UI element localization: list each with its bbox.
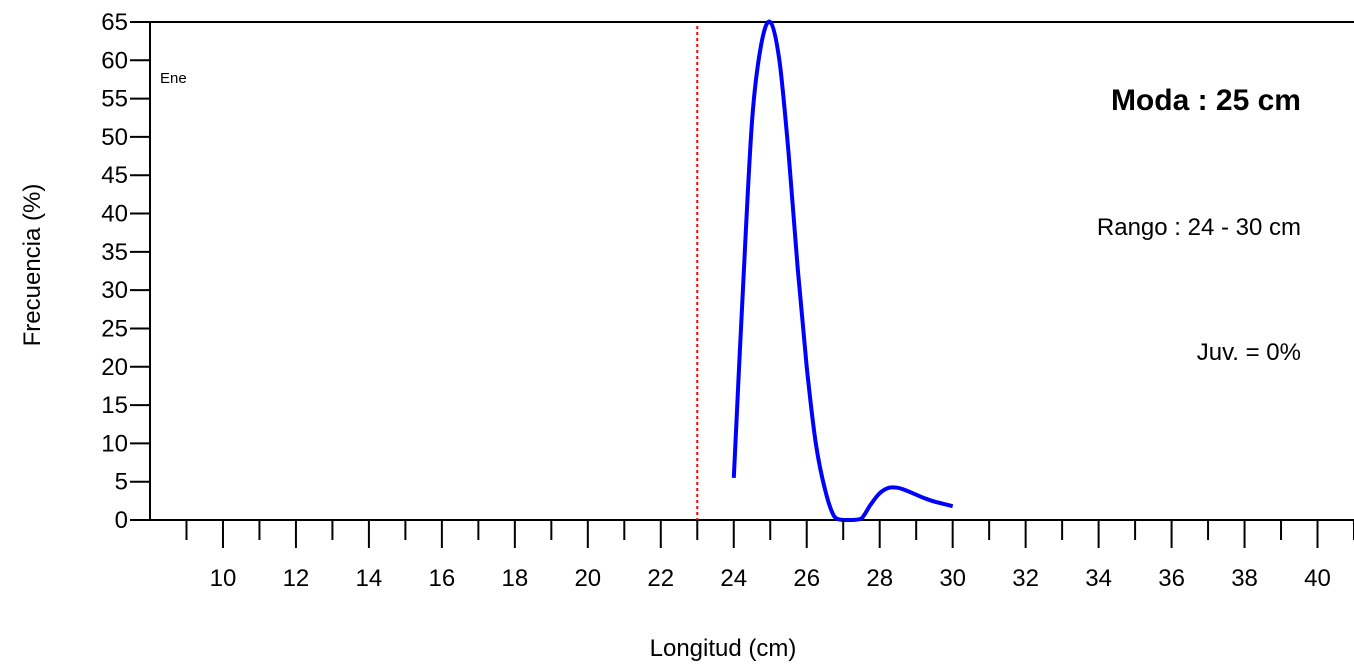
month-label: Ene [160,70,187,87]
x-tick-label: 24 [720,565,747,592]
y-tick-label: 35 [101,239,128,266]
juveniles-annotation: Juv. = 0% [1197,339,1301,366]
y-tick-label: 20 [101,354,128,381]
y-tick-label: 0 [115,507,128,534]
x-tick-label: 14 [356,565,383,592]
x-tick-label: 20 [574,565,601,592]
range-annotation: Rango : 24 - 30 cm [1097,214,1301,241]
y-tick-label: 55 [101,86,128,113]
x-tick-label: 30 [939,565,966,592]
y-tick-label: 60 [101,47,128,74]
x-axis-title: Longitud (cm) [650,635,797,662]
y-tick-label: 50 [101,124,128,151]
y-tick-label: 40 [101,201,128,228]
y-tick-label: 45 [101,162,128,189]
x-tick-label: 26 [793,565,820,592]
x-tick-label: 10 [210,565,237,592]
y-tick-label: 25 [101,315,128,342]
x-tick-label: 40 [1304,565,1331,592]
mode-annotation: Moda : 25 cm [1111,84,1301,117]
y-tick-label: 30 [101,277,128,304]
x-tick-label: 12 [283,565,310,592]
y-axis-title: Frecuencia (%) [19,184,46,347]
x-tick-label: 28 [866,565,893,592]
x-tick-label: 22 [647,565,674,592]
x-tick-label: 38 [1231,565,1258,592]
y-tick-label: 65 [101,9,128,36]
x-tick-label: 36 [1158,565,1185,592]
y-tick-label: 10 [101,430,128,457]
x-tick-label: 34 [1085,565,1112,592]
x-tick-label: 32 [1012,565,1039,592]
y-tick-label: 5 [115,469,128,496]
x-tick-label: 18 [501,565,528,592]
y-tick-label: 15 [101,392,128,419]
x-tick-label: 16 [429,565,456,592]
frequency-curve [731,19,954,522]
